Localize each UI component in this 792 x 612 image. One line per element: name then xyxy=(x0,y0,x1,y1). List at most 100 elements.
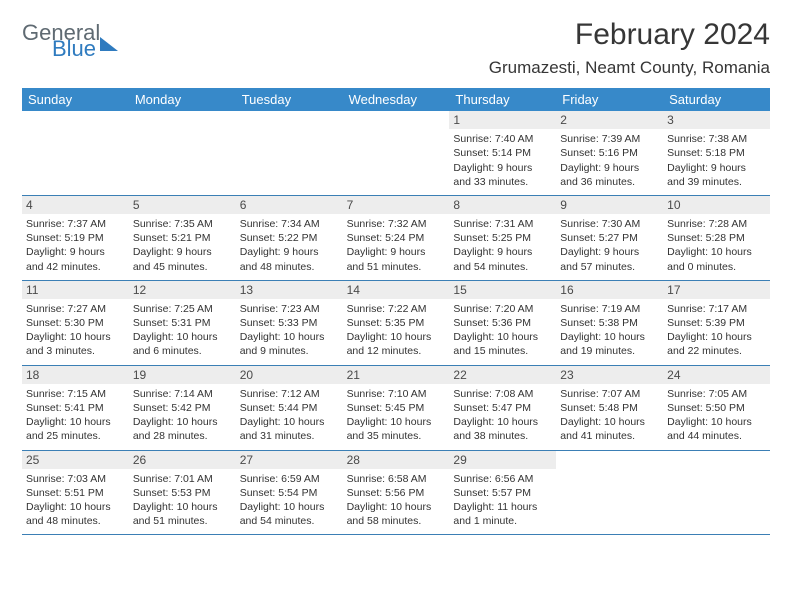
location-subtitle: Grumazesti, Neamt County, Romania xyxy=(489,58,770,78)
day-cell: 17Sunrise: 7:17 AMSunset: 5:39 PMDayligh… xyxy=(663,281,770,365)
day-number: 4 xyxy=(22,196,129,214)
month-title: February 2024 xyxy=(489,18,770,52)
day-cell: 24Sunrise: 7:05 AMSunset: 5:50 PMDayligh… xyxy=(663,366,770,450)
day-cell: 11Sunrise: 7:27 AMSunset: 5:30 PMDayligh… xyxy=(22,281,129,365)
daylight-line: Daylight: 10 hours and 31 minutes. xyxy=(240,415,339,443)
week-row: 11Sunrise: 7:27 AMSunset: 5:30 PMDayligh… xyxy=(22,281,770,366)
day-cell: 5Sunrise: 7:35 AMSunset: 5:21 PMDaylight… xyxy=(129,196,236,280)
empty-day-cell xyxy=(663,451,770,535)
sunrise-line: Sunrise: 7:12 AM xyxy=(240,387,339,401)
sunrise-line: Sunrise: 7:39 AM xyxy=(560,132,659,146)
logo-text-blue: Blue xyxy=(52,38,100,60)
daylight-line: Daylight: 10 hours and 51 minutes. xyxy=(133,500,232,528)
day-number: 6 xyxy=(236,196,343,214)
empty-day-cell xyxy=(556,451,663,535)
day-number: 26 xyxy=(129,451,236,469)
day-cell: 21Sunrise: 7:10 AMSunset: 5:45 PMDayligh… xyxy=(343,366,450,450)
sunset-line: Sunset: 5:44 PM xyxy=(240,401,339,415)
weekday-header: Monday xyxy=(129,88,236,111)
day-number: 13 xyxy=(236,281,343,299)
daylight-line: Daylight: 10 hours and 9 minutes. xyxy=(240,330,339,358)
sunrise-line: Sunrise: 7:37 AM xyxy=(26,217,125,231)
day-cell: 3Sunrise: 7:38 AMSunset: 5:18 PMDaylight… xyxy=(663,111,770,195)
logo-arrow-icon xyxy=(100,37,118,51)
day-cell: 20 Sunrise: 7:12 AMSunset: 5:44 PMDayligh… xyxy=(236,366,343,450)
day-number: 27 xyxy=(236,451,343,469)
daylight-line: Daylight: 10 hours and 28 minutes. xyxy=(133,415,232,443)
day-number: 25 xyxy=(22,451,129,469)
sunset-line: Sunset: 5:27 PM xyxy=(560,231,659,245)
daylight-line: Daylight: 9 hours and 45 minutes. xyxy=(133,245,232,273)
daylight-line: Daylight: 10 hours and 38 minutes. xyxy=(453,415,552,443)
weekday-header: Tuesday xyxy=(236,88,343,111)
daylight-line: Daylight: 10 hours and 0 minutes. xyxy=(667,245,766,273)
empty-day-cell xyxy=(22,111,129,195)
weekday-header: Wednesday xyxy=(343,88,450,111)
day-number: 11 xyxy=(22,281,129,299)
day-number: 19 xyxy=(129,366,236,384)
sunset-line: Sunset: 5:19 PM xyxy=(26,231,125,245)
sunrise-line: Sunrise: 7:10 AM xyxy=(347,387,446,401)
sunset-line: Sunset: 5:18 PM xyxy=(667,146,766,160)
daylight-line: Daylight: 10 hours and 44 minutes. xyxy=(667,415,766,443)
day-number: 23 xyxy=(556,366,663,384)
sunrise-line: Sunrise: 7:32 AM xyxy=(347,217,446,231)
sunset-line: Sunset: 5:36 PM xyxy=(453,316,552,330)
week-row: 1Sunrise: 7:40 AMSunset: 5:14 PMDaylight… xyxy=(22,111,770,196)
sunset-line: Sunset: 5:25 PM xyxy=(453,231,552,245)
daylight-line: Daylight: 10 hours and 22 minutes. xyxy=(667,330,766,358)
sunset-line: Sunset: 5:57 PM xyxy=(453,486,552,500)
day-cell: 9Sunrise: 7:30 AMSunset: 5:27 PMDaylight… xyxy=(556,196,663,280)
sunrise-line: Sunrise: 7:01 AM xyxy=(133,472,232,486)
sunrise-line: Sunrise: 7:14 AM xyxy=(133,387,232,401)
sunset-line: Sunset: 5:35 PM xyxy=(347,316,446,330)
sunrise-line: Sunrise: 7:31 AM xyxy=(453,217,552,231)
day-number: 17 xyxy=(663,281,770,299)
day-cell: 16Sunrise: 7:19 AMSunset: 5:38 PMDayligh… xyxy=(556,281,663,365)
daylight-line: Daylight: 9 hours and 51 minutes. xyxy=(347,245,446,273)
sunrise-line: Sunrise: 7:34 AM xyxy=(240,217,339,231)
weeks-container: 1Sunrise: 7:40 AMSunset: 5:14 PMDaylight… xyxy=(22,111,770,535)
day-cell: 19Sunrise: 7:14 AMSunset: 5:42 PMDayligh… xyxy=(129,366,236,450)
calendar: SundayMondayTuesdayWednesdayThursdayFrid… xyxy=(22,88,770,535)
day-number: 15 xyxy=(449,281,556,299)
daylight-line: Daylight: 10 hours and 3 minutes. xyxy=(26,330,125,358)
week-row: 18Sunrise: 7:15 AMSunset: 5:41 PMDayligh… xyxy=(22,366,770,451)
day-number: 18 xyxy=(22,366,129,384)
daylight-line: Daylight: 9 hours and 48 minutes. xyxy=(240,245,339,273)
day-number: 1 xyxy=(449,111,556,129)
sunset-line: Sunset: 5:56 PM xyxy=(347,486,446,500)
sunset-line: Sunset: 5:39 PM xyxy=(667,316,766,330)
day-number: 16 xyxy=(556,281,663,299)
day-cell: 26 Sunrise: 7:01 AMSunset: 5:53 PMDayligh… xyxy=(129,451,236,535)
day-cell: 6Sunrise: 7:34 AMSunset: 5:22 PMDaylight… xyxy=(236,196,343,280)
sunset-line: Sunset: 5:54 PM xyxy=(240,486,339,500)
sunset-line: Sunset: 5:14 PM xyxy=(453,146,552,160)
day-cell: 28Sunrise: 6:58 AMSunset: 5:56 PMDayligh… xyxy=(343,451,450,535)
sunrise-line: Sunrise: 7:35 AM xyxy=(133,217,232,231)
day-number: 20 xyxy=(236,366,343,384)
day-number: 24 xyxy=(663,366,770,384)
sunset-line: Sunset: 5:53 PM xyxy=(133,486,232,500)
sunset-line: Sunset: 5:48 PM xyxy=(560,401,659,415)
sunrise-line: Sunrise: 7:22 AM xyxy=(347,302,446,316)
daylight-line: Daylight: 10 hours and 58 minutes. xyxy=(347,500,446,528)
weekday-header-row: SundayMondayTuesdayWednesdayThursdayFrid… xyxy=(22,88,770,111)
day-cell: 22Sunrise: 7:08 AMSunset: 5:47 PMDayligh… xyxy=(449,366,556,450)
day-cell: 14Sunrise: 7:22 AMSunset: 5:35 PMDayligh… xyxy=(343,281,450,365)
weekday-header: Saturday xyxy=(663,88,770,111)
day-number: 5 xyxy=(129,196,236,214)
day-cell: 18Sunrise: 7:15 AMSunset: 5:41 PMDayligh… xyxy=(22,366,129,450)
daylight-line: Daylight: 9 hours and 42 minutes. xyxy=(26,245,125,273)
sunset-line: Sunset: 5:51 PM xyxy=(26,486,125,500)
weekday-header: Sunday xyxy=(22,88,129,111)
day-number: 8 xyxy=(449,196,556,214)
day-number: 28 xyxy=(343,451,450,469)
day-cell: 4 Sunrise: 7:37 AMSunset: 5:19 PMDaylight… xyxy=(22,196,129,280)
sunset-line: Sunset: 5:45 PM xyxy=(347,401,446,415)
sunrise-line: Sunrise: 7:25 AM xyxy=(133,302,232,316)
sunrise-line: Sunrise: 7:15 AM xyxy=(26,387,125,401)
daylight-line: Daylight: 9 hours and 57 minutes. xyxy=(560,245,659,273)
day-cell: 23Sunrise: 7:07 AMSunset: 5:48 PMDayligh… xyxy=(556,366,663,450)
daylight-line: Daylight: 10 hours and 12 minutes. xyxy=(347,330,446,358)
